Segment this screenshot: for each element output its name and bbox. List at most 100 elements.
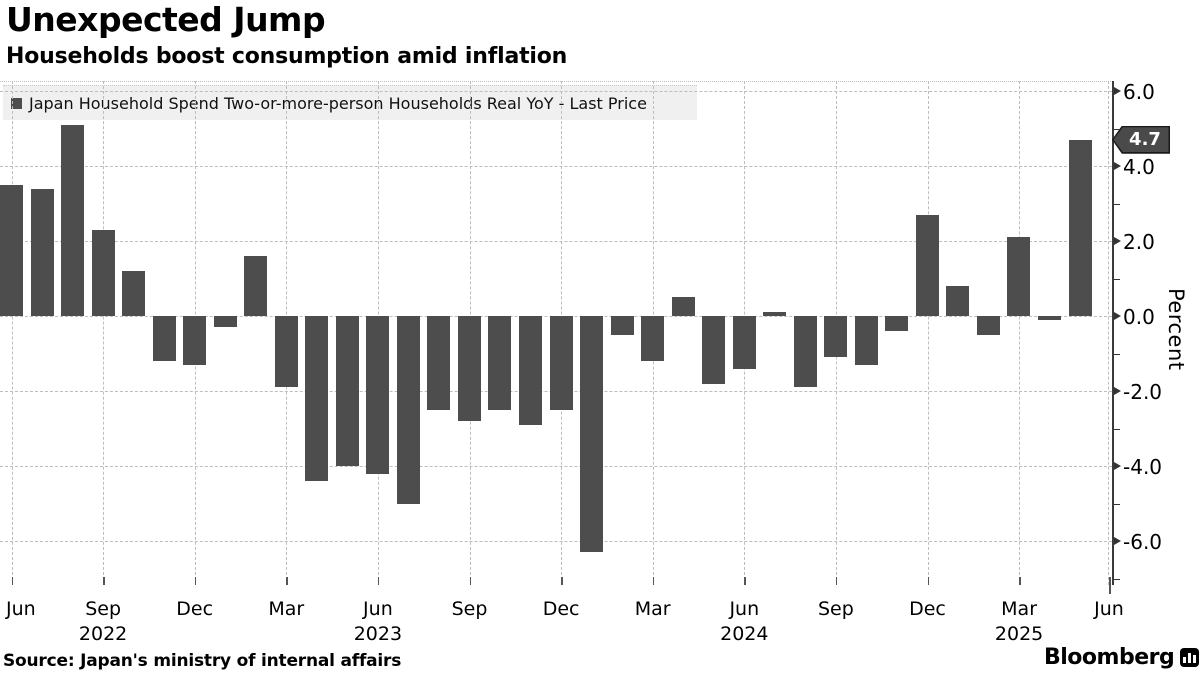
gridline-horizontal: [0, 91, 1112, 92]
legend-series-label: Japan Household Spend Two-or-more-person…: [29, 93, 647, 113]
gridline-horizontal: [0, 541, 1112, 542]
bar: [183, 316, 207, 365]
x-axis-month-label: Jun: [729, 598, 760, 620]
x-axis-tick: [561, 577, 563, 585]
bar: [0, 184, 23, 316]
bar: [549, 316, 573, 410]
gridline-horizontal: [0, 466, 1112, 467]
x-axis-year-label: 2023: [353, 623, 403, 645]
bar: [366, 316, 390, 474]
bar: [1007, 237, 1031, 316]
plot-area: [0, 81, 1113, 586]
bar: [61, 124, 85, 316]
bar: [457, 316, 481, 421]
gridline-vertical: [103, 81, 105, 585]
bar: [702, 316, 726, 384]
brand-logo: Bloomberg: [1044, 645, 1200, 670]
bar: [519, 316, 542, 425]
gridline-horizontal: [0, 241, 1112, 242]
bar: [274, 316, 298, 388]
x-axis-tick: [927, 577, 929, 585]
y-axis-minor-tick: [1114, 578, 1120, 580]
x-axis-year-label: 2025: [994, 623, 1044, 645]
x-axis-tick: [103, 577, 105, 585]
gridline-vertical: [927, 81, 929, 585]
x-axis-month-label: Sep: [817, 598, 854, 620]
x-axis-month-label: Dec: [542, 598, 580, 620]
gridline-vertical: [1019, 81, 1021, 585]
x-axis-month-label: Mar: [634, 598, 671, 620]
x-axis-tick: [286, 577, 288, 585]
y-axis-minor-tick: [1114, 128, 1120, 130]
y-axis-major-tick: [1114, 162, 1121, 170]
page-subtitle: Households boost consumption amid inflat…: [6, 44, 568, 69]
x-axis-tick: [652, 577, 655, 585]
last-price-badge-body: 4.7: [1113, 127, 1169, 153]
y-axis-major-tick: [1114, 87, 1121, 95]
bar: [946, 286, 970, 316]
page-title: Unexpected Jump: [6, 0, 326, 39]
bar-chart-icon: [1180, 648, 1200, 667]
x-axis-year-label: 2024: [720, 623, 769, 645]
x-axis-tick: [1019, 577, 1021, 585]
y-axis-tick-label: 6.0: [1123, 80, 1155, 104]
bar: [305, 316, 329, 481]
x-axis-year-label: 2022: [78, 623, 128, 645]
bar: [1068, 139, 1092, 316]
x-axis-tick: [744, 577, 746, 585]
bar: [30, 188, 54, 316]
last-price-value: 4.7: [1129, 129, 1161, 151]
bar: [732, 316, 756, 369]
bar: [824, 316, 848, 358]
bar: [152, 316, 176, 361]
bar: [1038, 316, 1062, 320]
bar: [91, 229, 115, 316]
y-axis-major-tick: [1114, 537, 1121, 545]
y-axis-title: Percent: [1164, 288, 1188, 371]
y-axis-major-tick: [1114, 237, 1121, 245]
x-axis-month-label: Jun: [6, 598, 36, 620]
y-axis-major-tick: [1114, 387, 1121, 395]
y-axis-minor-tick: [1114, 278, 1120, 280]
chart-legend: Japan Household Spend Two-or-more-person…: [3, 85, 697, 120]
x-axis-tick: [11, 577, 13, 585]
gridline-horizontal: [0, 166, 1112, 167]
y-axis-minor-tick: [1114, 503, 1120, 505]
last-price-badge: 4.7: [1112, 125, 1170, 154]
bar: [244, 256, 268, 316]
x-axis-tick: [377, 577, 380, 585]
y-axis-major-tick: [1114, 462, 1121, 470]
y-axis-tick-label: 4.0: [1123, 155, 1155, 179]
x-axis-month-label: Sep: [85, 598, 121, 620]
bar: [671, 297, 695, 316]
source-note: Source: Japan's ministry of internal aff…: [3, 651, 402, 671]
x-axis-month-label: Jun: [1094, 598, 1124, 620]
x-axis-month-label: Dec: [176, 598, 214, 620]
bar: [885, 316, 909, 331]
bar: [335, 316, 359, 466]
x-axis-month-label: Mar: [268, 598, 305, 620]
x-axis-tick: [835, 577, 838, 585]
x-axis-month-label: Mar: [1001, 598, 1038, 620]
bar: [641, 316, 665, 361]
x-axis-month-label: Sep: [451, 598, 488, 620]
bar: [763, 312, 787, 316]
x-axis-tick: [469, 577, 471, 585]
y-axis-tick-label: -2.0: [1123, 380, 1163, 404]
bar: [122, 271, 146, 316]
bar: [488, 316, 512, 410]
y-axis-minor-tick: [1114, 203, 1120, 205]
legend-series-swatch: [11, 97, 22, 109]
gridline-vertical: [11, 81, 13, 585]
bar: [915, 214, 939, 316]
brand-name: Bloomberg: [1044, 645, 1175, 670]
bar: [213, 316, 237, 328]
bar: [580, 316, 604, 553]
bar: [854, 316, 878, 365]
x-axis-month-label: Jun: [363, 598, 393, 620]
y-axis-minor-tick: [1114, 353, 1120, 355]
y-axis-tick-label: -4.0: [1123, 455, 1163, 479]
gridline-vertical: [1108, 81, 1109, 585]
bar: [610, 316, 634, 335]
